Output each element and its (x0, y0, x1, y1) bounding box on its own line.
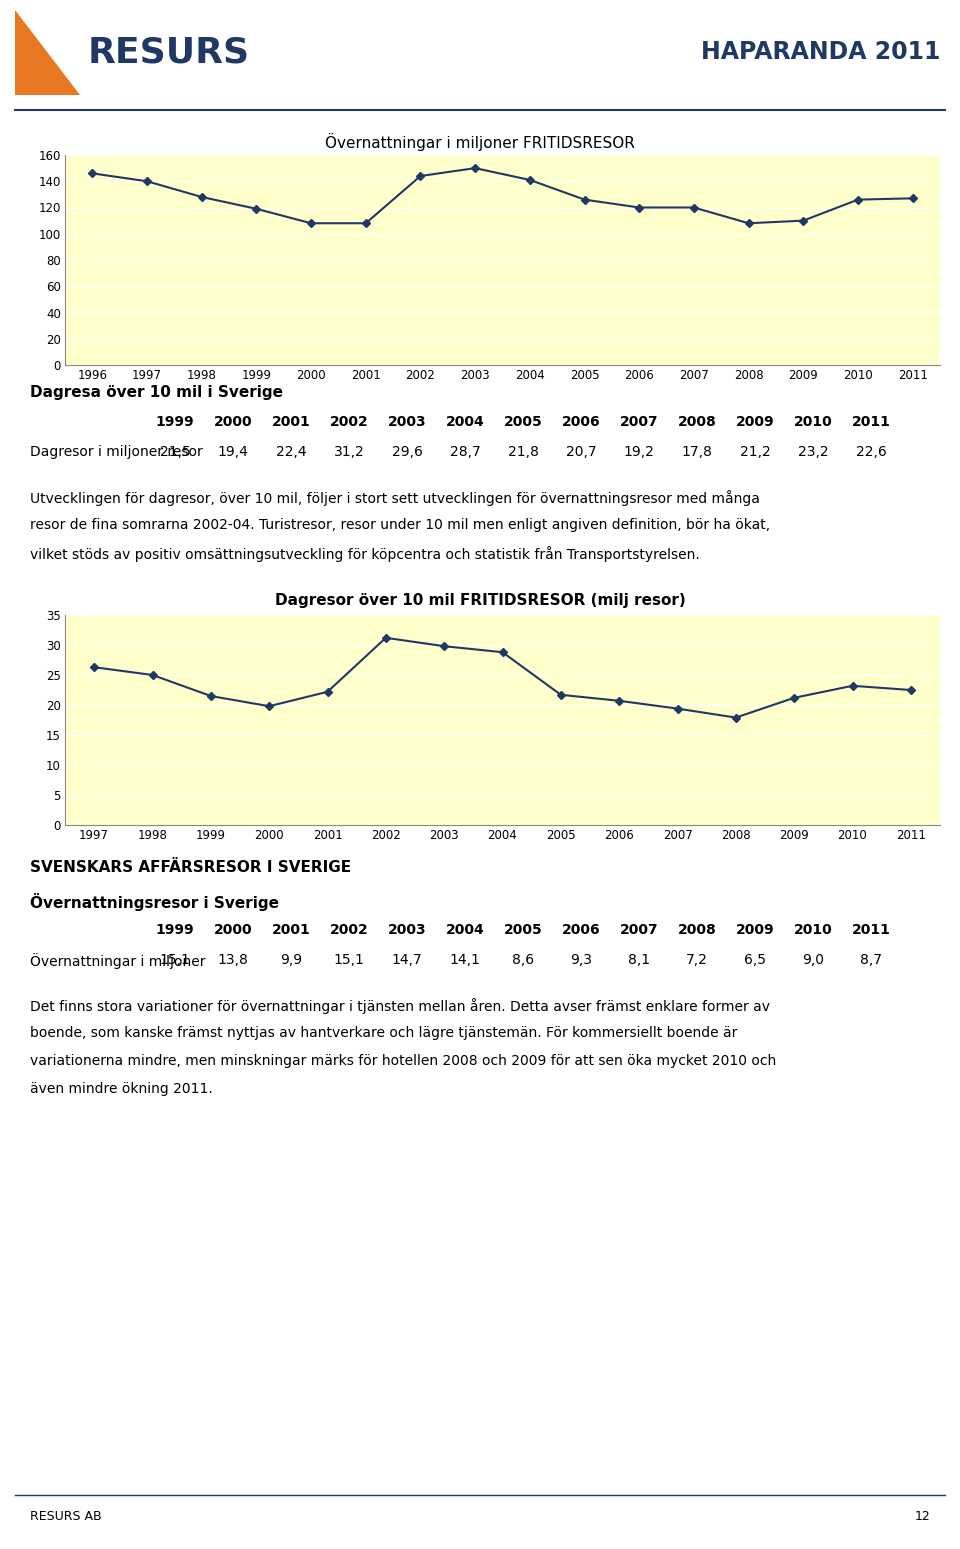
Text: variationerna mindre, men minskningar märks för hotellen 2008 och 2009 för att s: variationerna mindre, men minskningar mä… (30, 1053, 777, 1067)
Text: 2005: 2005 (504, 923, 542, 937)
Text: 2006: 2006 (562, 923, 600, 937)
Text: 2010: 2010 (794, 415, 832, 429)
Text: Dagresor i miljoner resor: Dagresor i miljoner resor (30, 445, 203, 459)
Text: 2008: 2008 (678, 923, 716, 937)
Text: 15,1: 15,1 (333, 953, 365, 967)
Text: 2007: 2007 (620, 923, 659, 937)
Text: 22,6: 22,6 (855, 445, 886, 459)
Text: Det finns stora variationer för övernattningar i tjänsten mellan åren. Detta avs: Det finns stora variationer för övernatt… (30, 998, 770, 1015)
Text: 2002: 2002 (329, 415, 369, 429)
Text: 28,7: 28,7 (449, 445, 480, 459)
Text: 20,7: 20,7 (565, 445, 596, 459)
Text: 31,2: 31,2 (334, 445, 365, 459)
Text: 2006: 2006 (562, 415, 600, 429)
Text: 2001: 2001 (272, 415, 310, 429)
Text: 2000: 2000 (214, 923, 252, 937)
Text: 7,2: 7,2 (686, 953, 708, 967)
Text: 2003: 2003 (388, 415, 426, 429)
Text: 19,4: 19,4 (218, 445, 249, 459)
Text: SVENSKARS AFFÄRSRESOR I SVERIGE: SVENSKARS AFFÄRSRESOR I SVERIGE (30, 860, 351, 875)
Text: 2011: 2011 (852, 923, 891, 937)
Text: 2008: 2008 (678, 415, 716, 429)
Text: 21,8: 21,8 (508, 445, 539, 459)
Text: 14,1: 14,1 (449, 953, 480, 967)
Text: 14,7: 14,7 (392, 953, 422, 967)
Text: HAPARANDA 2011: HAPARANDA 2011 (701, 40, 940, 64)
Text: 8,1: 8,1 (628, 953, 650, 967)
Text: 1999: 1999 (156, 415, 194, 429)
Text: Övernattningar i miljoner FRITIDSRESOR: Övernattningar i miljoner FRITIDSRESOR (325, 133, 635, 150)
Text: Övernattningar i miljoner: Övernattningar i miljoner (30, 953, 205, 970)
Text: 2011: 2011 (852, 415, 891, 429)
Text: 2005: 2005 (504, 415, 542, 429)
Text: 2001: 2001 (272, 923, 310, 937)
Text: RESURS AB: RESURS AB (30, 1510, 102, 1523)
Text: 15,1: 15,1 (159, 953, 190, 967)
Text: 2004: 2004 (445, 923, 485, 937)
Text: 2004: 2004 (445, 415, 485, 429)
Text: Övernattningsresor i Sverige: Övernattningsresor i Sverige (30, 894, 279, 911)
Text: 22,4: 22,4 (276, 445, 306, 459)
Text: 2010: 2010 (794, 923, 832, 937)
Text: 21,5: 21,5 (159, 445, 190, 459)
Text: 8,6: 8,6 (512, 953, 534, 967)
Polygon shape (15, 9, 80, 94)
Text: vilket stöds av positiv omsättningsutveckling för köpcentra och statistik från T: vilket stöds av positiv omsättningsutvec… (30, 545, 700, 562)
Text: 9,9: 9,9 (280, 953, 302, 967)
Text: 12: 12 (914, 1510, 930, 1523)
Text: 2007: 2007 (620, 415, 659, 429)
Text: 2009: 2009 (735, 923, 775, 937)
Text: RESURS: RESURS (88, 36, 251, 70)
Text: 19,2: 19,2 (624, 445, 655, 459)
Text: 8,7: 8,7 (860, 953, 882, 967)
Text: 2000: 2000 (214, 415, 252, 429)
Text: 29,6: 29,6 (392, 445, 422, 459)
Text: 2003: 2003 (388, 923, 426, 937)
Text: 2002: 2002 (329, 923, 369, 937)
Text: 13,8: 13,8 (218, 953, 249, 967)
Text: Dagresa över 10 mil i Sverige: Dagresa över 10 mil i Sverige (30, 386, 283, 400)
Text: 23,2: 23,2 (798, 445, 828, 459)
Text: 17,8: 17,8 (682, 445, 712, 459)
Text: Utvecklingen för dagresor, över 10 mil, följer i stort sett utvecklingen för öve: Utvecklingen för dagresor, över 10 mil, … (30, 489, 760, 507)
Text: resor de fina somrarna 2002-04. Turistresor, resor under 10 mil men enligt angiv: resor de fina somrarna 2002-04. Turistre… (30, 517, 770, 531)
Text: 6,5: 6,5 (744, 953, 766, 967)
Text: 9,0: 9,0 (802, 953, 824, 967)
Text: 21,2: 21,2 (739, 445, 770, 459)
Text: 2009: 2009 (735, 415, 775, 429)
Text: 9,3: 9,3 (570, 953, 592, 967)
Text: även mindre ökning 2011.: även mindre ökning 2011. (30, 1083, 213, 1097)
Text: 1999: 1999 (156, 923, 194, 937)
Text: boende, som kanske främst nyttjas av hantverkare och lägre tjänstemän. För komme: boende, som kanske främst nyttjas av han… (30, 1025, 737, 1039)
Text: Dagresor över 10 mil FRITIDSRESOR (milj resor): Dagresor över 10 mil FRITIDSRESOR (milj … (275, 593, 685, 609)
